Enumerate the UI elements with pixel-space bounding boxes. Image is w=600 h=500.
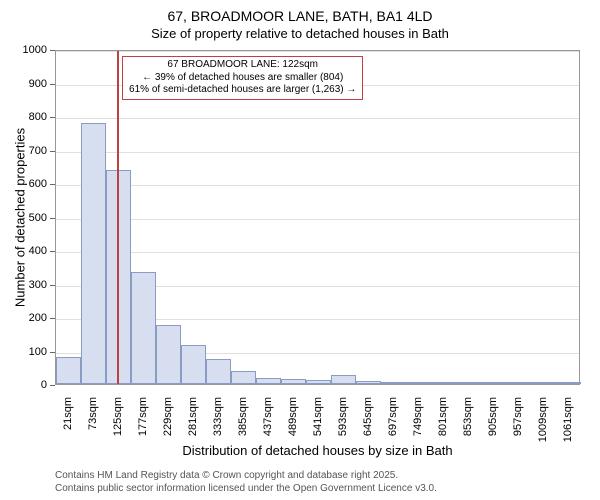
bar — [506, 382, 531, 384]
marker-line — [117, 51, 119, 384]
y-tick-label: 900 — [0, 78, 47, 90]
bar — [56, 357, 81, 384]
y-tick-label: 400 — [0, 245, 47, 257]
bar — [81, 123, 106, 384]
x-tick-label: 801sqm — [437, 397, 449, 447]
y-tick-label: 1000 — [0, 44, 47, 56]
y-tick-label: 200 — [0, 312, 47, 324]
y-tick-mark — [50, 318, 55, 319]
bar — [156, 325, 181, 384]
bar — [331, 375, 356, 384]
bar — [431, 382, 456, 384]
bar — [406, 382, 431, 384]
y-tick-label: 500 — [0, 212, 47, 224]
bar — [381, 382, 406, 384]
y-tick-mark — [50, 251, 55, 252]
y-tick-mark — [50, 285, 55, 286]
y-tick-label: 600 — [0, 178, 47, 190]
x-tick-label: 281sqm — [187, 397, 199, 447]
y-tick-mark — [50, 151, 55, 152]
y-tick-label: 0 — [0, 379, 47, 391]
bar — [131, 272, 156, 384]
x-tick-label: 21sqm — [62, 397, 74, 447]
chart-plot-area — [55, 50, 580, 385]
y-tick-mark — [50, 385, 55, 386]
grid-line — [56, 252, 579, 253]
x-tick-label: 177sqm — [137, 397, 149, 447]
annotation-line-3: 61% of semi-detached houses are larger (… — [129, 84, 356, 97]
bar — [256, 378, 281, 384]
y-tick-label: 100 — [0, 346, 47, 358]
y-tick-label: 300 — [0, 279, 47, 291]
x-tick-label: 437sqm — [262, 397, 274, 447]
x-tick-label: 385sqm — [237, 397, 249, 447]
x-tick-label: 853sqm — [462, 397, 474, 447]
grid-line — [56, 51, 579, 52]
grid-line — [56, 219, 579, 220]
bar — [181, 345, 206, 384]
x-tick-label: 749sqm — [412, 397, 424, 447]
y-tick-mark — [50, 117, 55, 118]
x-tick-label: 645sqm — [362, 397, 374, 447]
x-tick-label: 125sqm — [112, 397, 124, 447]
bar — [531, 382, 556, 384]
title-line-2: Size of property relative to detached ho… — [0, 26, 600, 41]
y-tick-label: 700 — [0, 145, 47, 157]
grid-line — [56, 152, 579, 153]
footnote-line-2: Contains public sector information licen… — [55, 483, 437, 494]
x-tick-label: 905sqm — [487, 397, 499, 447]
x-tick-label: 73sqm — [87, 397, 99, 447]
x-tick-label: 1009sqm — [537, 397, 549, 447]
footnote-line-1: Contains HM Land Registry data © Crown c… — [55, 470, 398, 481]
bar — [231, 371, 256, 384]
annotation-line-2: ← 39% of detached houses are smaller (80… — [129, 72, 356, 85]
x-tick-label: 229sqm — [162, 397, 174, 447]
y-tick-mark — [50, 352, 55, 353]
y-tick-mark — [50, 84, 55, 85]
x-tick-label: 957sqm — [512, 397, 524, 447]
x-tick-label: 593sqm — [337, 397, 349, 447]
x-tick-label: 541sqm — [312, 397, 324, 447]
y-tick-label: 800 — [0, 111, 47, 123]
x-tick-label: 697sqm — [387, 397, 399, 447]
bar — [456, 382, 481, 384]
annotation-box: 67 BROADMOOR LANE: 122sqm ← 39% of detac… — [122, 56, 363, 100]
bar — [356, 381, 381, 384]
bar — [206, 359, 231, 384]
bar — [281, 379, 306, 384]
annotation-line-1: 67 BROADMOOR LANE: 122sqm — [129, 59, 356, 72]
grid-line — [56, 185, 579, 186]
bar — [556, 382, 581, 384]
grid-line — [56, 118, 579, 119]
y-tick-mark — [50, 218, 55, 219]
bar — [306, 380, 331, 384]
y-tick-mark — [50, 184, 55, 185]
x-tick-label: 1061sqm — [562, 397, 574, 447]
bar — [481, 382, 506, 384]
title-line-1: 67, BROADMOOR LANE, BATH, BA1 4LD — [0, 8, 600, 24]
x-tick-label: 489sqm — [287, 397, 299, 447]
x-tick-label: 333sqm — [212, 397, 224, 447]
y-tick-mark — [50, 50, 55, 51]
